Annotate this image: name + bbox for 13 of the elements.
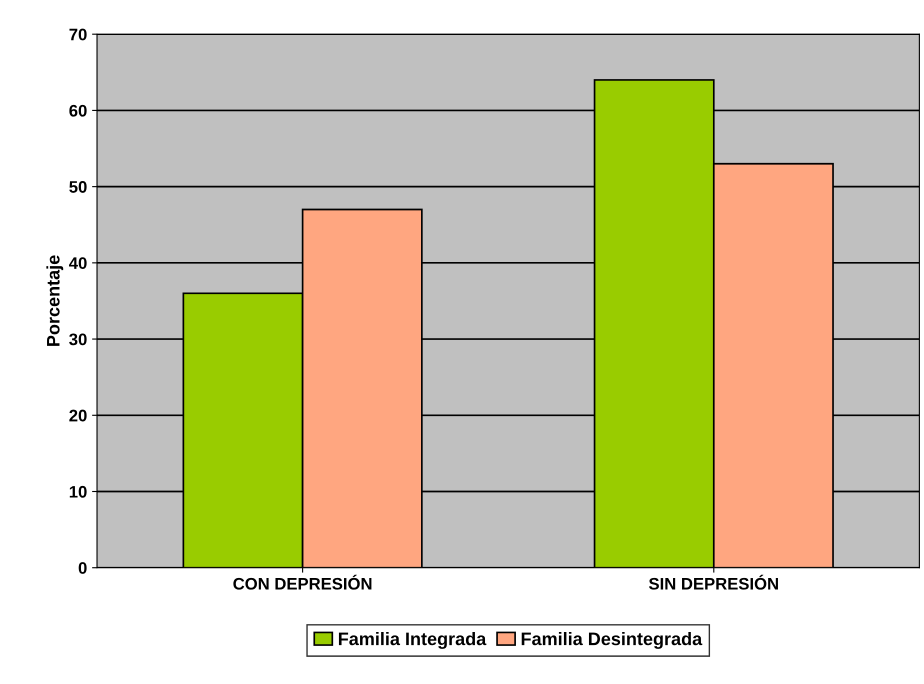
y-tick-label: 20 (69, 410, 87, 422)
y-tick-label: 40 (69, 257, 87, 270)
legend-label: Familia Integrada (338, 632, 486, 649)
y-axis-title: Porcentaje (46, 255, 64, 346)
y-tick-label: 0 (78, 562, 87, 574)
y-tick-label: 70 (69, 28, 87, 40)
legend-label: Familia Desintegrada (522, 632, 702, 649)
y-tick-label: 50 (69, 181, 87, 193)
x-tick-label: CON DEPRESIÓN (233, 574, 372, 590)
y-tick-label: 10 (70, 486, 87, 498)
y-tick-label: 30 (69, 333, 87, 346)
y-tick-label: 60 (69, 104, 87, 117)
x-tick-label: SIN DEPRESIÓN (648, 574, 778, 590)
